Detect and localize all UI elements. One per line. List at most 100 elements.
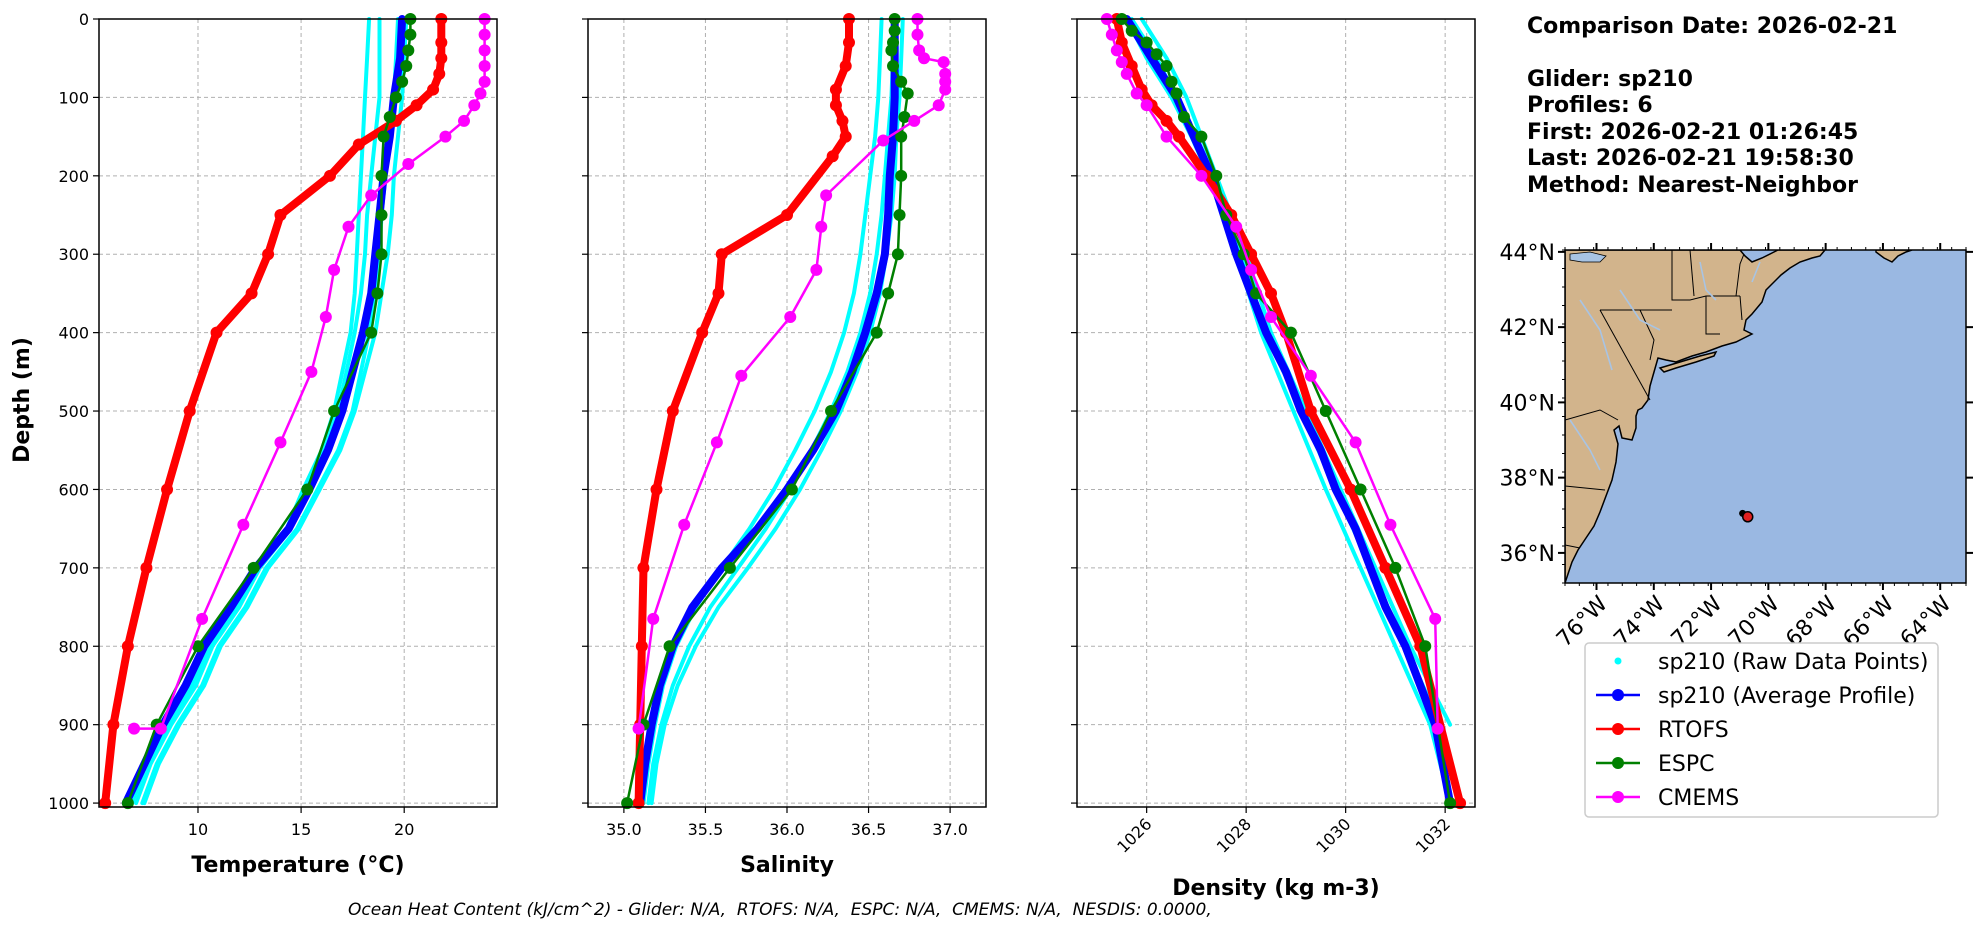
y-tick-label: 100 bbox=[58, 88, 89, 107]
data-point-cmems bbox=[1140, 99, 1153, 112]
x-tick-label: 20 bbox=[394, 820, 414, 839]
data-point-cmems bbox=[319, 310, 332, 323]
data-point-cmems bbox=[815, 220, 828, 233]
interpolation-method: Method: Nearest-Neighbor bbox=[1527, 172, 1858, 198]
x-tick-label: 36.0 bbox=[769, 820, 805, 839]
data-point-cmems bbox=[1304, 369, 1317, 382]
data-point-rtofs bbox=[836, 114, 849, 127]
data-point-cmems bbox=[908, 114, 921, 127]
data-point-espc bbox=[389, 91, 402, 104]
x-tick-label: 37.0 bbox=[932, 820, 968, 839]
data-point-espc bbox=[885, 44, 898, 57]
data-point-espc bbox=[891, 248, 904, 261]
data-point-espc bbox=[1195, 130, 1208, 143]
data-point-rtofs bbox=[839, 130, 852, 143]
data-point-espc bbox=[1319, 405, 1332, 418]
data-point-espc bbox=[1389, 561, 1402, 574]
legend: sp210 (Raw Data Points) sp210 (Average Pr… bbox=[1584, 642, 1939, 818]
x-tick-label: 10 bbox=[188, 820, 208, 839]
data-point-rtofs bbox=[435, 36, 448, 49]
data-point-rtofs bbox=[161, 483, 174, 496]
data-point-espc bbox=[402, 44, 415, 57]
data-point-cmems bbox=[939, 83, 952, 96]
data-point-espc bbox=[121, 797, 134, 810]
data-point-cmems bbox=[678, 518, 691, 531]
data-point-rtofs bbox=[427, 83, 440, 96]
y-tick-label: 900 bbox=[58, 716, 89, 735]
data-point-espc bbox=[400, 60, 413, 73]
data-point-rtofs bbox=[274, 209, 287, 222]
data-point-cmems bbox=[1130, 87, 1143, 100]
lat-label: 40°N bbox=[1500, 391, 1555, 416]
data-point-espc bbox=[723, 561, 736, 574]
data-point-rtofs bbox=[781, 209, 793, 222]
data-point-rtofs bbox=[245, 287, 258, 300]
x-tick-label: 15 bbox=[291, 820, 311, 839]
data-point-cmems bbox=[478, 75, 491, 88]
data-point-rtofs bbox=[1454, 797, 1467, 810]
data-point-cmems bbox=[1120, 67, 1133, 80]
axes-frame bbox=[98, 18, 498, 808]
data-point-cmems bbox=[710, 436, 723, 449]
data-point-espc bbox=[882, 287, 895, 300]
data-point-cmems bbox=[1265, 310, 1278, 323]
data-point-rtofs bbox=[632, 797, 645, 810]
ocean-heat-content-footer: Ocean Heat Content (kJ/cm^2) - Glider: N… bbox=[348, 900, 1212, 920]
legend-frame bbox=[1584, 642, 1939, 818]
series-group bbox=[621, 13, 952, 810]
glider-track bbox=[1739, 509, 1754, 523]
data-point-rtofs bbox=[637, 561, 650, 574]
series-line-cmems bbox=[1105, 17, 1439, 730]
legend-marker-cmems bbox=[1612, 791, 1624, 803]
data-point-espc bbox=[375, 209, 388, 222]
data-point-cmems bbox=[647, 612, 660, 625]
lat-label: 44°N bbox=[1500, 241, 1555, 266]
data-point-rtofs bbox=[829, 83, 842, 96]
glider-location-map: 44°N42°N40°N38°N36°N76°W74°W72°W70°W68°W… bbox=[1500, 241, 1973, 652]
y-tick-label: 0 bbox=[79, 10, 89, 29]
data-point-espc bbox=[1284, 326, 1297, 339]
data-point-cmems bbox=[1160, 130, 1173, 143]
data-point-cmems bbox=[474, 87, 487, 100]
data-point-espc bbox=[371, 287, 384, 300]
first-profile-time: First: 2026-02-21 01:26:45 bbox=[1527, 119, 1859, 145]
data-point-espc bbox=[328, 405, 341, 418]
data-point-espc bbox=[191, 640, 204, 653]
data-point-rtofs bbox=[826, 150, 839, 163]
data-point-rtofs bbox=[121, 640, 134, 653]
data-point-espc bbox=[1444, 797, 1457, 810]
lat-label: 38°N bbox=[1500, 467, 1555, 492]
series-line-raw bbox=[142, 17, 409, 806]
data-point-cmems bbox=[877, 134, 890, 147]
data-point-espc bbox=[396, 75, 409, 88]
x-tick-label: 1026 bbox=[1113, 814, 1155, 856]
data-point-cmems bbox=[342, 220, 355, 233]
data-point-rtofs bbox=[99, 797, 112, 810]
data-point-rtofs bbox=[183, 405, 196, 418]
data-point-rtofs bbox=[1160, 114, 1173, 127]
y-axis-label: Depth (m) bbox=[10, 337, 35, 463]
data-point-cmems bbox=[810, 263, 823, 276]
lat-label: 42°N bbox=[1500, 316, 1555, 341]
data-point-rtofs bbox=[715, 248, 728, 261]
map-long-island bbox=[1658, 350, 1718, 373]
data-point-cmems bbox=[1384, 518, 1397, 531]
y-tick-label: 1000 bbox=[48, 794, 89, 813]
data-point-cmems bbox=[784, 310, 797, 323]
data-point-rtofs bbox=[352, 138, 365, 151]
data-point-espc bbox=[365, 326, 378, 339]
data-point-cmems bbox=[1195, 169, 1208, 182]
data-point-cmems bbox=[365, 189, 378, 202]
data-point-espc bbox=[895, 75, 908, 88]
data-point-rtofs bbox=[650, 483, 663, 496]
data-point-espc bbox=[895, 130, 908, 143]
data-point-rtofs bbox=[210, 326, 223, 339]
data-point-cmems bbox=[305, 365, 318, 378]
data-point-espc bbox=[1140, 36, 1153, 49]
series-group bbox=[1100, 13, 1467, 810]
data-point-cmems bbox=[478, 28, 491, 41]
axes-frame bbox=[1076, 18, 1476, 808]
data-point-espc bbox=[375, 169, 388, 182]
comparison-date: Comparison Date: 2026-02-21 bbox=[1527, 14, 1898, 39]
